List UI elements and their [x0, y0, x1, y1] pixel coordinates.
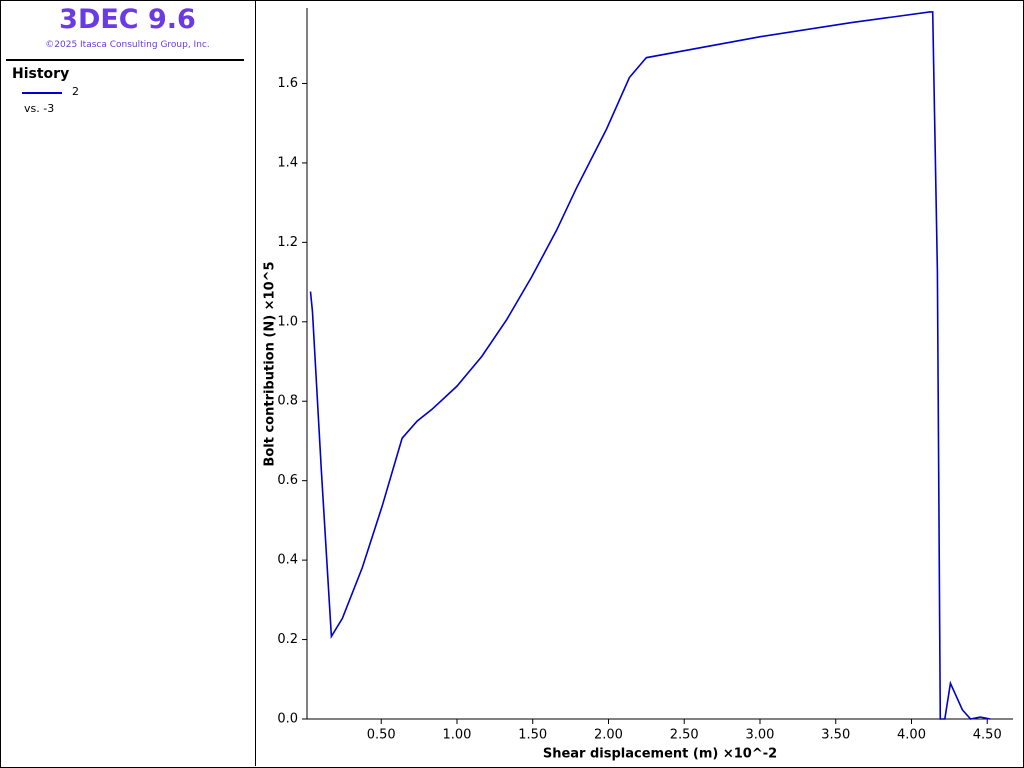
- x-tick-label: 3.50: [821, 728, 850, 743]
- legend-x-source: vs. -3: [24, 102, 55, 115]
- y-tick-label: 0.6: [277, 473, 298, 488]
- y-tick-label: 0.0: [277, 712, 298, 727]
- x-tick-label: 1.50: [518, 728, 547, 743]
- y-tick-label: 1.0: [277, 314, 298, 329]
- legend-swatch: [22, 92, 62, 94]
- chart: Bolt contribution (N) ×10^5 Shear displa…: [263, 8, 1013, 762]
- x-tick-label: 2.00: [594, 728, 623, 743]
- legend-entry: 2: [72, 85, 79, 98]
- x-tick-label: 1.00: [443, 728, 472, 743]
- x-tick-label: 3.00: [746, 728, 775, 743]
- x-tick-label: 4.00: [897, 728, 926, 743]
- x-tick-label: 0.50: [367, 728, 396, 743]
- copyright: ©2025 Itasca Consulting Group, Inc.: [45, 40, 210, 50]
- y-tick-label: 1.4: [277, 155, 298, 170]
- app-title: 3DEC 9.6: [59, 4, 196, 35]
- panel-heading: History: [12, 66, 70, 82]
- data-line: [309, 11, 991, 720]
- x-axis-label: Shear displacement (m) ×10^-2: [543, 747, 777, 762]
- y-axis-label: Bolt contribution (N) ×10^5: [263, 261, 278, 466]
- y-tick-label: 0.2: [277, 632, 298, 647]
- y-tick-label: 0.4: [277, 553, 298, 568]
- y-tick-label: 1.6: [277, 76, 298, 91]
- divider: [6, 59, 244, 61]
- x-tick-label: 2.50: [670, 728, 699, 743]
- x-tick-label: 4.50: [973, 728, 1002, 743]
- y-tick-label: 1.2: [277, 235, 298, 250]
- y-tick-label: 0.8: [277, 394, 298, 409]
- side-panel: 3DEC 9.6 ©2025 Itasca Consulting Group, …: [0, 0, 256, 766]
